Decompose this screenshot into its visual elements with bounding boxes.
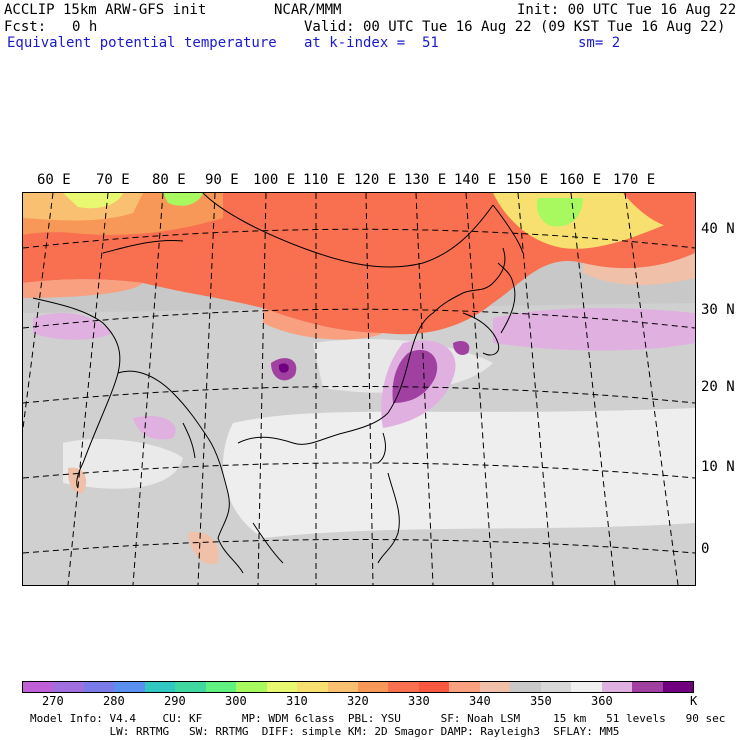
- model-info-line2: LW: RRTMG SW: RRTMG DIFF: simple KM: 2D …: [30, 725, 620, 738]
- field-name: Equivalent potential temperature: [7, 35, 277, 51]
- fcst-value: 0 h: [72, 19, 98, 35]
- lat-label: 10 N: [701, 459, 735, 475]
- coastlines: [32, 193, 524, 574]
- lat-label: 40 N: [701, 221, 735, 237]
- lon-label: 120 E: [354, 172, 397, 188]
- colorbar-swatch: [662, 682, 693, 692]
- colorbar-label: 300: [225, 694, 247, 708]
- field-white-belt: [223, 408, 695, 538]
- colorbar-swatch: [479, 682, 511, 692]
- lon-label: 140 E: [454, 172, 497, 188]
- graticule: [23, 193, 695, 585]
- colorbar-swatch: [205, 682, 237, 692]
- org-label: NCAR/MMM: [274, 2, 342, 18]
- colorbar-swatch: [23, 682, 54, 692]
- fcst-label: Fcst:: [4, 19, 47, 35]
- colorbar: [22, 681, 694, 693]
- colorbar-label: 320: [347, 694, 369, 708]
- field-lavender-2: [493, 308, 695, 351]
- field-violet-2: [453, 341, 470, 355]
- field-peach-south: [188, 532, 219, 565]
- colorbar-label: 290: [164, 694, 186, 708]
- colorbar-swatch: [144, 682, 176, 692]
- lon-label: 130 E: [404, 172, 447, 188]
- lon-label: 110 E: [303, 172, 346, 188]
- lat-label: 20 N: [701, 379, 735, 395]
- lon-label: 90 E: [205, 172, 239, 188]
- field-salmon: [23, 279, 143, 298]
- lon-label: 170 E: [613, 172, 656, 188]
- lon-label: 150 E: [506, 172, 549, 188]
- colorbar-swatch: [175, 682, 206, 692]
- colorbar-label: 360: [591, 694, 613, 708]
- colorbar-swatch: [601, 682, 633, 692]
- colorbar-swatch: [53, 682, 84, 692]
- colorbar-label: 330: [408, 694, 430, 708]
- colorbar-unit: K: [690, 694, 698, 708]
- colorbar-swatch: [266, 682, 298, 692]
- colorbar-swatch: [327, 682, 358, 692]
- colorbar-swatch: [236, 682, 267, 692]
- field-salmon-2: [263, 308, 383, 340]
- field-dark-violet: [278, 363, 289, 373]
- colorbar-label: 280: [103, 694, 125, 708]
- field-peach: [583, 253, 695, 285]
- field-violet: [392, 349, 438, 403]
- colorbar-swatch: [297, 682, 328, 692]
- colorbar-label: 350: [530, 694, 552, 708]
- field-red-east: [623, 193, 695, 230]
- model-title: ACCLIP 15km ARW-GFS init: [4, 2, 207, 18]
- lon-label: 160 E: [559, 172, 602, 188]
- lat-label: 0: [701, 541, 710, 557]
- lon-label: 100 E: [253, 172, 296, 188]
- colorbar-swatch: [571, 682, 602, 692]
- field-white-india: [63, 438, 183, 489]
- lat-label: 30 N: [701, 302, 735, 318]
- model-info-line1: Model Info: V4.4 CU: KF MP: WDM 6class P…: [30, 712, 726, 725]
- colorbar-swatch: [510, 682, 541, 692]
- colorbar-swatch: [357, 682, 389, 692]
- valid-time: Valid: 00 UTC Tue 16 Aug 22 (09 KST Tue …: [304, 19, 726, 35]
- init-time: Init: 00 UTC Tue 16 Aug 22: [517, 2, 737, 18]
- colorbar-swatch: [418, 682, 450, 692]
- lon-label: 80 E: [152, 172, 186, 188]
- field-green-east: [536, 198, 583, 227]
- level-index: at k-index = 51: [304, 35, 439, 51]
- lon-label: 70 E: [96, 172, 130, 188]
- colorbar-label: 310: [286, 694, 308, 708]
- map-canvas: [23, 193, 695, 585]
- colorbar-label: 340: [469, 694, 491, 708]
- smoothing: sm= 2: [578, 35, 621, 51]
- field-lavender-1: [33, 313, 113, 340]
- colorbar-label: 270: [42, 694, 64, 708]
- colorbar-swatch: [449, 682, 480, 692]
- colorbar-swatch: [114, 682, 145, 692]
- field-lavender-4: [133, 415, 176, 440]
- colorbar-swatch: [388, 682, 419, 692]
- colorbar-swatch: [540, 682, 572, 692]
- colorbar-swatch: [83, 682, 115, 692]
- field-green: [163, 193, 203, 206]
- map-panel: [22, 192, 696, 586]
- colorbar-swatch: [632, 682, 663, 692]
- lon-label: 60 E: [37, 172, 71, 188]
